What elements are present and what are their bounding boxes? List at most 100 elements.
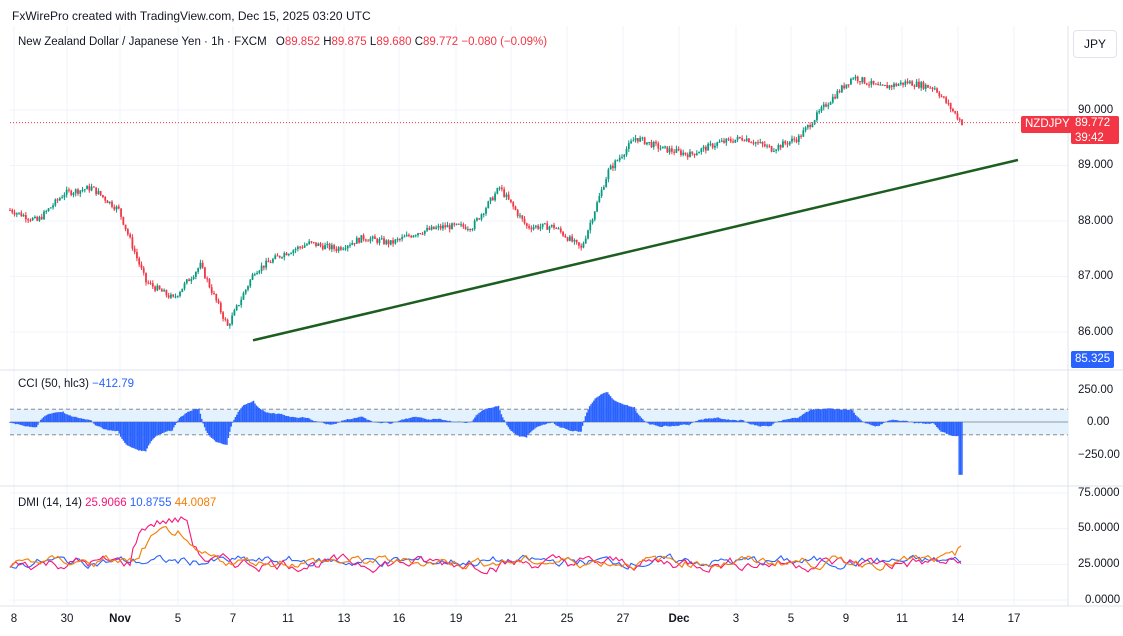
candle-body bbox=[20, 212, 23, 217]
time-tick: 13 bbox=[337, 613, 351, 625]
candle-body bbox=[265, 260, 268, 268]
candle-body bbox=[394, 239, 397, 244]
candle-body bbox=[349, 244, 351, 246]
candle-body bbox=[605, 179, 608, 188]
candle-body bbox=[165, 290, 168, 296]
candle-body bbox=[296, 246, 299, 250]
candle-body bbox=[86, 185, 88, 190]
cci-tick: −250.00 bbox=[1078, 449, 1120, 461]
candle-body bbox=[541, 223, 544, 227]
candle-body bbox=[140, 264, 143, 269]
last-price-tag: 89.772 39:42 bbox=[1071, 116, 1119, 144]
candle-body bbox=[861, 77, 864, 83]
candle-body bbox=[521, 215, 524, 219]
candle-body bbox=[448, 225, 451, 230]
candle-body bbox=[859, 81, 861, 83]
candle-body bbox=[482, 213, 485, 215]
candle-body bbox=[763, 144, 766, 147]
candle-body bbox=[899, 82, 902, 85]
candle-body bbox=[401, 236, 404, 240]
candle-body bbox=[714, 145, 716, 148]
candle-body bbox=[641, 137, 644, 139]
candle-body bbox=[716, 142, 719, 146]
candle-body bbox=[262, 265, 265, 268]
candle-body bbox=[659, 148, 662, 150]
candle-body bbox=[627, 143, 630, 149]
candle-body bbox=[310, 241, 313, 243]
candle-body bbox=[707, 143, 710, 151]
candle-body bbox=[303, 245, 306, 248]
candle-body bbox=[83, 189, 86, 191]
candle-body bbox=[199, 262, 202, 269]
candle-body bbox=[228, 324, 231, 326]
candle-body bbox=[43, 211, 45, 220]
dmi-minus-line bbox=[9, 553, 962, 570]
candle-body bbox=[505, 194, 508, 197]
candle-body bbox=[761, 142, 764, 145]
candle-body bbox=[435, 227, 438, 229]
candle-body bbox=[845, 84, 848, 89]
candle-body bbox=[410, 236, 413, 238]
candle-body bbox=[176, 295, 179, 297]
candle-body bbox=[417, 233, 419, 236]
candle-body bbox=[942, 96, 945, 98]
candle-body bbox=[158, 285, 161, 290]
candle-body bbox=[369, 238, 372, 242]
candle-body bbox=[704, 146, 707, 151]
time-tick: 16 bbox=[392, 613, 406, 625]
candle-body bbox=[689, 151, 691, 158]
candle-body bbox=[238, 305, 240, 307]
candle-body bbox=[911, 81, 914, 86]
candle-body bbox=[564, 235, 567, 238]
time-tick: 30 bbox=[60, 613, 74, 625]
open-value: 89.852 bbox=[284, 36, 320, 48]
candle-body bbox=[931, 87, 934, 89]
candle-body bbox=[328, 243, 331, 250]
candle-body bbox=[306, 244, 308, 246]
candle-body bbox=[81, 189, 84, 191]
candle-body bbox=[596, 202, 598, 212]
candle-body bbox=[439, 226, 442, 229]
candle-body bbox=[738, 136, 741, 139]
candle-body bbox=[568, 236, 571, 241]
candle-body bbox=[553, 224, 555, 228]
candle-body bbox=[294, 249, 297, 251]
candle-body bbox=[319, 243, 322, 246]
candle-body bbox=[167, 295, 170, 298]
candle-body bbox=[825, 104, 827, 107]
candle-body bbox=[831, 96, 834, 103]
bar-countdown: 39:42 bbox=[1075, 132, 1104, 144]
currency-selector-button[interactable]: JPY bbox=[1073, 30, 1117, 58]
candle-body bbox=[908, 81, 911, 84]
candle-body bbox=[788, 141, 791, 145]
candle-body bbox=[79, 190, 82, 194]
candle-body bbox=[870, 80, 873, 85]
candle-body bbox=[507, 194, 510, 200]
candle-body bbox=[734, 139, 737, 143]
candle-body bbox=[355, 237, 358, 244]
candle-body bbox=[24, 215, 27, 220]
candle-body bbox=[843, 85, 846, 89]
candle-body bbox=[759, 142, 762, 144]
candle-body bbox=[129, 234, 132, 238]
candle-body bbox=[122, 216, 125, 225]
candle-body bbox=[97, 191, 100, 195]
candle-body bbox=[217, 300, 220, 304]
candle-body bbox=[49, 207, 52, 209]
time-tick: 7 bbox=[229, 613, 237, 625]
candle-body bbox=[387, 240, 390, 245]
candle-body bbox=[464, 226, 467, 230]
candle-body bbox=[258, 270, 261, 273]
candle-body bbox=[732, 141, 734, 143]
candle-body bbox=[330, 245, 333, 250]
candle-body bbox=[770, 146, 773, 152]
candle-body bbox=[423, 230, 426, 234]
candle-body bbox=[9, 209, 11, 211]
candle-body bbox=[956, 113, 959, 120]
candle-body bbox=[61, 197, 64, 199]
dmi-tick: 25.0000 bbox=[1078, 558, 1120, 570]
price-tick: 90.000 bbox=[1078, 104, 1114, 116]
candle-body bbox=[27, 219, 30, 221]
candle-body bbox=[34, 216, 36, 219]
